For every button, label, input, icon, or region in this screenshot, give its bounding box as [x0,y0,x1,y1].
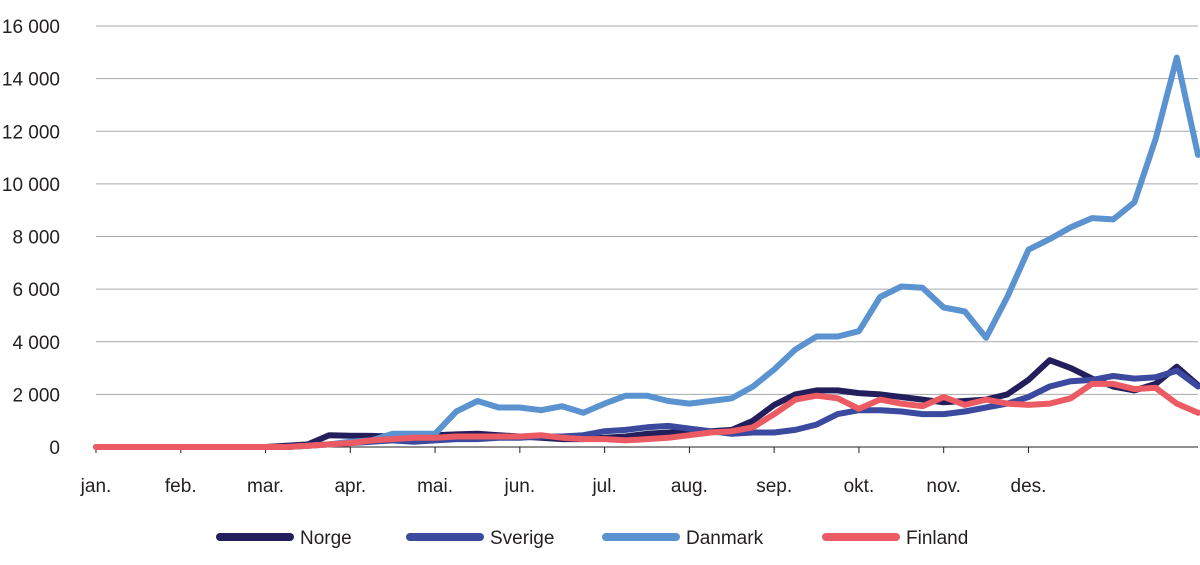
x-axis-tick-labels: jan. feb. mar. apr. mai. jun. jul. aug. sep. okt.… [80,476,1047,497]
y-tick-label: 6 000 [12,280,60,301]
y-tick-label: 2 000 [12,385,60,406]
y-tick-label: 14 000 [2,70,60,91]
x-tick-label: mai. [417,476,453,497]
x-tick-label: okt. [844,476,875,497]
series-lines [93,54,1200,450]
series-line-finland [93,380,1200,450]
y-tick-label: 4 000 [12,333,60,354]
y-tick-label: 12 000 [2,122,60,143]
legend-item-sverige: Sverige [406,528,554,549]
legend-label: Danmark [686,528,764,549]
legend-label: Norge [300,528,352,549]
x-tick-label: mar. [247,476,284,497]
y-tick-label: 8 000 [12,228,60,249]
y-tick-label: 10 000 [2,175,60,196]
legend-item-danmark: Danmark [602,528,764,549]
legend-label: Sverige [490,528,554,549]
x-tick-label: des. [1011,476,1047,497]
legend: Norge Sverige Danmark Finland [216,528,968,549]
x-tick-label: nov. [926,476,961,497]
y-tick-label: 16 000 [2,17,60,38]
x-tick-label: apr. [334,476,366,497]
x-tick-label: jul. [591,476,616,497]
legend-item-norge: Norge [216,528,352,549]
legend-label: Finland [906,528,968,549]
gridlines [96,25,1198,395]
legend-item-finland: Finland [822,528,968,549]
x-tick-label: sep. [756,476,792,497]
series-line-danmark [93,54,1200,450]
y-tick-label: 0 [49,438,60,459]
x-tick-label: aug. [671,476,708,497]
x-tick-label: feb. [165,476,197,497]
x-tick-label: jan. [80,476,112,497]
y-axis-tick-labels: 0 2 000 4 000 6 000 8 000 10 000 12 000 14 000 1… [2,17,60,459]
x-tick-label: jun. [504,476,536,497]
